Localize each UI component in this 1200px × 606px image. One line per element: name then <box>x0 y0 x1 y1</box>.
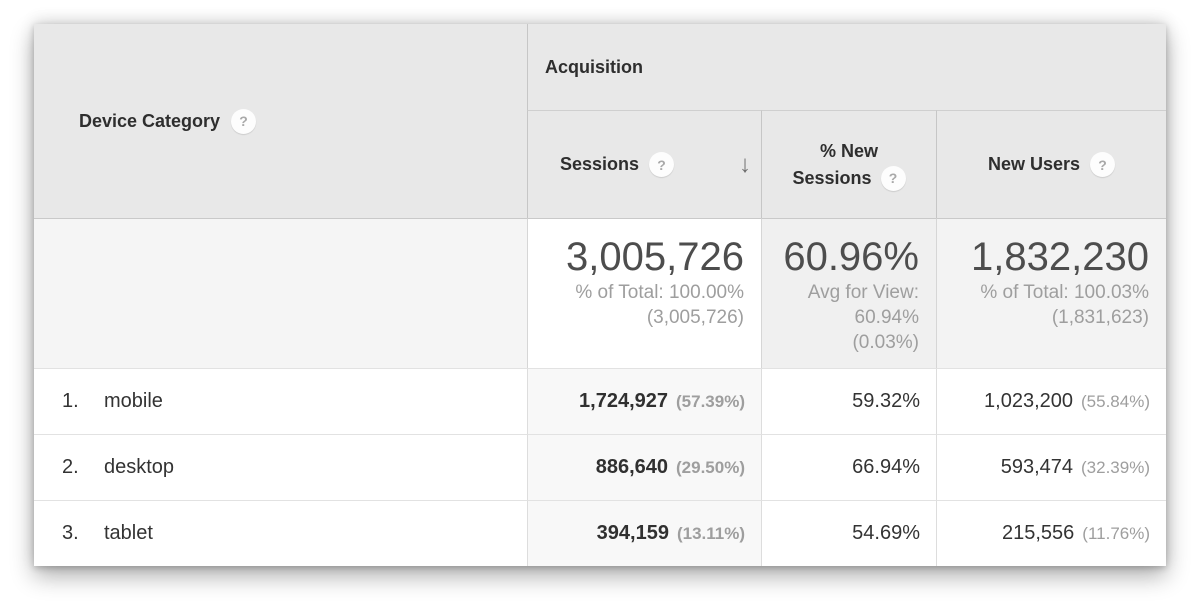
percent-new-sessions-cell: 54.69% <box>761 500 936 566</box>
percent-new-sessions-value: 59.32% <box>852 390 920 412</box>
row-rank: 2. <box>62 456 79 478</box>
summary-sessions-pct-of-total: % of Total: 100.00% <box>575 282 744 303</box>
new-users-value: 215,556 <box>1001 522 1075 544</box>
sessions-percent: (13.11%) <box>676 523 745 543</box>
percent-new-sessions-header-line2: Sessions <box>792 167 872 188</box>
new-users-cell: 1,023,200 (55.84%) <box>936 368 1166 434</box>
new-users-header-label: New Users <box>987 154 1081 174</box>
help-icon[interactable]: ? <box>880 165 906 191</box>
device-name: desktop <box>104 456 175 478</box>
summary-avg-for-view-label: Avg for View: <box>807 282 919 303</box>
row-rank: 1. <box>62 390 79 412</box>
sessions-percent: (57.39%) <box>676 391 745 411</box>
column-header-new-users[interactable]: New Users ? <box>936 110 1166 218</box>
sessions-header-label: Sessions <box>560 154 640 174</box>
summary-avg-for-view-value: 60.94% <box>854 307 919 328</box>
new-users-value: 1,023,200 <box>984 390 1074 412</box>
device-category-header-label: Device Category <box>79 110 221 131</box>
new-users-cell: 593,474 (32.39%) <box>936 434 1166 500</box>
acquisition-header-label: Acquisition <box>545 56 643 77</box>
summary-sessions-cell: 3,005,726 % of Total: 100.00% (3,005,726… <box>527 218 761 368</box>
sessions-value: 1,724,927 <box>579 390 669 412</box>
percent-new-sessions-value: 54.69% <box>852 522 920 544</box>
percent-new-sessions-cell: 59.32% <box>761 368 936 434</box>
summary-sessions-total-paren: (3,005,726) <box>646 307 744 328</box>
percent-new-sessions-value: 66.94% <box>852 456 920 478</box>
new-users-percent: (11.76%) <box>1082 523 1150 543</box>
table-row-dimension-mobile: 1. mobile <box>34 368 527 434</box>
new-users-percent: (55.84%) <box>1081 391 1150 411</box>
percent-new-sessions-cell: 66.94% <box>761 434 936 500</box>
device-name: tablet <box>104 522 153 544</box>
summary-avg-for-view-delta: (0.03%) <box>852 332 919 353</box>
device-category-report-table: Device Category ? Acquisition Sessions ?… <box>34 24 1166 566</box>
column-header-percent-new-sessions[interactable]: % New Sessions ? <box>761 110 936 218</box>
help-icon[interactable]: ? <box>1090 152 1116 177</box>
summary-percent-new-sessions-value: 60.96% <box>783 235 919 279</box>
sessions-value: 886,640 <box>595 456 669 478</box>
sessions-cell: 886,640 (29.50%) <box>527 434 761 500</box>
column-header-device-category[interactable]: Device Category ? <box>34 24 527 218</box>
summary-sessions-total: 3,005,726 <box>566 235 744 279</box>
row-rank: 3. <box>62 522 79 544</box>
sessions-percent: (29.50%) <box>676 457 745 477</box>
summary-percent-new-sessions-cell: 60.96% Avg for View: 60.94% (0.03%) <box>761 218 936 368</box>
group-header-acquisition: Acquisition <box>527 24 1166 110</box>
new-users-cell: 215,556 (11.76%) <box>936 500 1166 566</box>
sessions-cell: 1,724,927 (57.39%) <box>527 368 761 434</box>
summary-dimension-cell <box>34 218 527 368</box>
percent-new-sessions-header-line1: % New <box>819 140 879 161</box>
help-icon[interactable]: ? <box>231 108 257 134</box>
new-users-value: 593,474 <box>1000 456 1074 478</box>
column-header-sessions[interactable]: Sessions ? ↓ <box>527 110 761 218</box>
summary-new-users-cell: 1,832,230 % of Total: 100.03% (1,831,623… <box>936 218 1166 368</box>
summary-new-users-total: 1,832,230 <box>971 235 1149 279</box>
sessions-cell: 394,159 (13.11%) <box>527 500 761 566</box>
new-users-percent: (32.39%) <box>1081 457 1150 477</box>
sort-descending-icon[interactable]: ↓ <box>739 150 751 178</box>
device-name: mobile <box>104 390 163 412</box>
table-row-dimension-tablet: 3. tablet <box>34 500 527 566</box>
table-row-dimension-desktop: 2. desktop <box>34 434 527 500</box>
help-icon[interactable]: ? <box>649 152 675 177</box>
summary-new-users-total-paren: (1,831,623) <box>1051 307 1149 328</box>
sessions-value: 394,159 <box>596 522 669 544</box>
summary-new-users-pct-of-total: % of Total: 100.03% <box>980 282 1149 303</box>
